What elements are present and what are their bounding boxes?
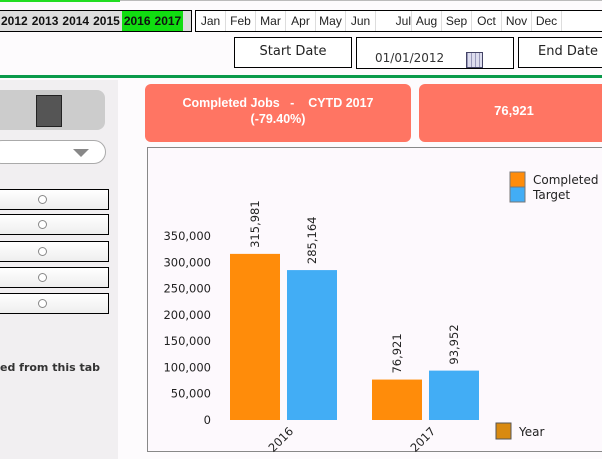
kpi-completed-jobs: Completed Jobs - CYTD 2017 (-79.40%) <box>145 84 411 142</box>
option-row[interactable] <box>0 189 109 210</box>
month-jun[interactable]: Jun <box>346 11 376 31</box>
option-row[interactable] <box>0 293 109 314</box>
end-date-label: End Date <box>518 37 602 68</box>
kpi-value-box: 76,921 <box>419 84 602 142</box>
y-tick-label: 300,000 <box>163 255 211 269</box>
data-label: 93,952 <box>447 324 461 364</box>
y-tick-label: 250,000 <box>163 282 211 296</box>
radio-button[interactable] <box>38 195 47 204</box>
x-tick-label: 2016 <box>266 424 297 453</box>
start-date-label: Start Date <box>234 37 352 68</box>
kpi-title: Completed Jobs - CYTD 2017 <box>182 96 374 110</box>
month-feb[interactable]: Feb <box>226 11 256 31</box>
year-2012[interactable]: 2012 <box>1 14 28 28</box>
option-row[interactable] <box>0 267 109 288</box>
bar-chart: 0 50,000 100,000 150,000 200,000 250,000 300,0… <box>147 147 602 455</box>
drill-up-icon[interactable] <box>495 422 512 440</box>
bar-target-2016[interactable] <box>287 270 337 420</box>
start-date-input[interactable]: 01/01/2012 <box>356 37 514 69</box>
panel-note: ed from this tab <box>0 361 101 374</box>
y-tick-label: 0 <box>204 413 211 427</box>
year-2017[interactable]: 2017 <box>152 11 184 31</box>
year-selector: 2012 2013 2014 2015 2016 2017 <box>0 10 192 32</box>
month-apr[interactable]: Apr <box>286 11 316 31</box>
option-row[interactable] <box>0 214 109 235</box>
report-icon[interactable] <box>36 95 62 127</box>
radio-button[interactable] <box>38 273 47 282</box>
top-accent-line <box>0 0 120 2</box>
month-aug[interactable]: Aug <box>412 11 442 31</box>
legend-label-target: Target <box>532 188 570 202</box>
filter-dropdown[interactable] <box>0 140 106 164</box>
month-mar[interactable]: Mar <box>256 11 286 31</box>
month-selector: Jan Feb Mar Apr May Jun Jul Aug Sep Oct … <box>195 10 602 32</box>
data-label: 285,164 <box>305 217 319 265</box>
data-label: 315,981 <box>248 200 262 248</box>
year-2013[interactable]: 2013 <box>31 14 59 28</box>
data-label: 76,921 <box>390 333 404 373</box>
chart-svg: 0 50,000 100,000 150,000 200,000 250,000 300,0… <box>163 171 598 455</box>
legend-label-completed: Completed <box>533 173 598 187</box>
y-tick-label: 100,000 <box>163 360 211 374</box>
month-sep[interactable]: Sep <box>442 11 472 31</box>
month-may[interactable]: May <box>316 11 346 31</box>
y-tick-label: 350,000 <box>163 229 211 243</box>
month-dec[interactable]: Dec <box>532 11 562 31</box>
calendar-icon[interactable] <box>466 52 483 68</box>
bar-target-2017[interactable] <box>429 370 479 420</box>
month-nov[interactable]: Nov <box>502 11 532 31</box>
y-tick-label: 150,000 <box>163 334 211 348</box>
year-2016[interactable]: 2016 <box>121 11 153 31</box>
y-tick-label: 200,000 <box>163 308 211 322</box>
start-date-value: 01/01/2012 <box>375 51 445 65</box>
legend-swatch-target <box>509 186 526 203</box>
x-tick-label: 2017 <box>408 424 439 453</box>
kpi-change: (-79.40%) <box>250 112 306 126</box>
radio-button[interactable] <box>38 247 47 256</box>
radio-button[interactable] <box>38 220 47 229</box>
top-divider <box>120 0 602 1</box>
month-jan[interactable]: Jan <box>196 11 226 31</box>
option-row[interactable] <box>0 241 109 262</box>
year-2014[interactable]: 2014 <box>62 14 90 28</box>
month-oct[interactable]: Oct <box>472 11 502 31</box>
bar-completed-2016[interactable] <box>230 253 280 420</box>
radio-button[interactable] <box>38 299 47 308</box>
year-2015[interactable]: 2015 <box>93 14 120 28</box>
month-jul[interactable]: Jul <box>376 11 412 31</box>
bar-completed-2017[interactable] <box>372 379 422 420</box>
y-tick-label: 50,000 <box>171 387 211 401</box>
x-axis-label: Year <box>518 425 544 439</box>
kpi-value: 76,921 <box>494 103 534 118</box>
legend-swatch-completed <box>509 171 526 188</box>
header-divider <box>0 75 602 78</box>
chevron-down-icon <box>73 149 89 157</box>
